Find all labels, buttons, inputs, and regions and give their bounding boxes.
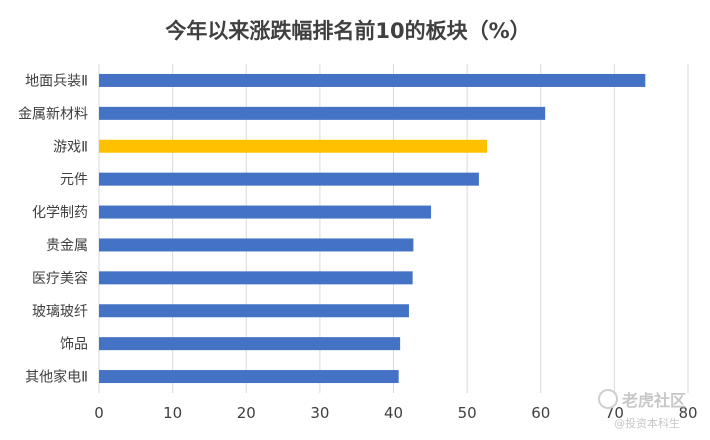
category-label: 玻璃玻纤: [32, 303, 88, 320]
bar: [99, 304, 409, 318]
x-tick-label: 10: [163, 404, 182, 422]
x-tick-label: 40: [384, 404, 403, 422]
x-tick-label: 60: [531, 404, 550, 422]
bar: [99, 370, 399, 384]
bar: [99, 172, 479, 186]
x-tick-label: 30: [310, 404, 329, 422]
category-label: 金属新材料: [18, 106, 88, 122]
x-tick-label: 20: [237, 404, 256, 422]
category-label: 贵金属: [46, 238, 88, 254]
watermark-brand: 老虎社区: [622, 391, 687, 410]
category-label: 其他家电Ⅱ: [25, 369, 88, 386]
chart-title: 今年以来涨跌幅排名前10的板块（%）: [165, 19, 530, 43]
bar: [99, 73, 646, 87]
bar: [99, 205, 432, 219]
bars: [99, 73, 646, 384]
category-label: 元件: [60, 172, 88, 188]
x-axis-ticks: 0 10 20 30 40 50 60 70 80: [94, 404, 697, 422]
category-label: 饰品: [60, 337, 88, 353]
watermark-handle: @投资本科生: [614, 417, 680, 430]
category-label: 医疗美容: [32, 270, 88, 287]
x-tick-label: 0: [94, 404, 104, 422]
tiger-icon: [598, 389, 618, 409]
watermark-logo: 老虎社区: [598, 387, 686, 411]
bar: [99, 139, 488, 153]
category-label: 游戏Ⅱ: [53, 139, 88, 155]
category-label: 地面兵装Ⅱ: [25, 73, 88, 89]
x-tick-label: 80: [678, 404, 697, 422]
bar: [99, 106, 546, 120]
bar: [99, 271, 413, 285]
x-tick-label: 50: [458, 404, 477, 422]
bar: [99, 337, 401, 351]
bar: [99, 238, 414, 252]
category-label: 化学制药: [32, 205, 88, 221]
